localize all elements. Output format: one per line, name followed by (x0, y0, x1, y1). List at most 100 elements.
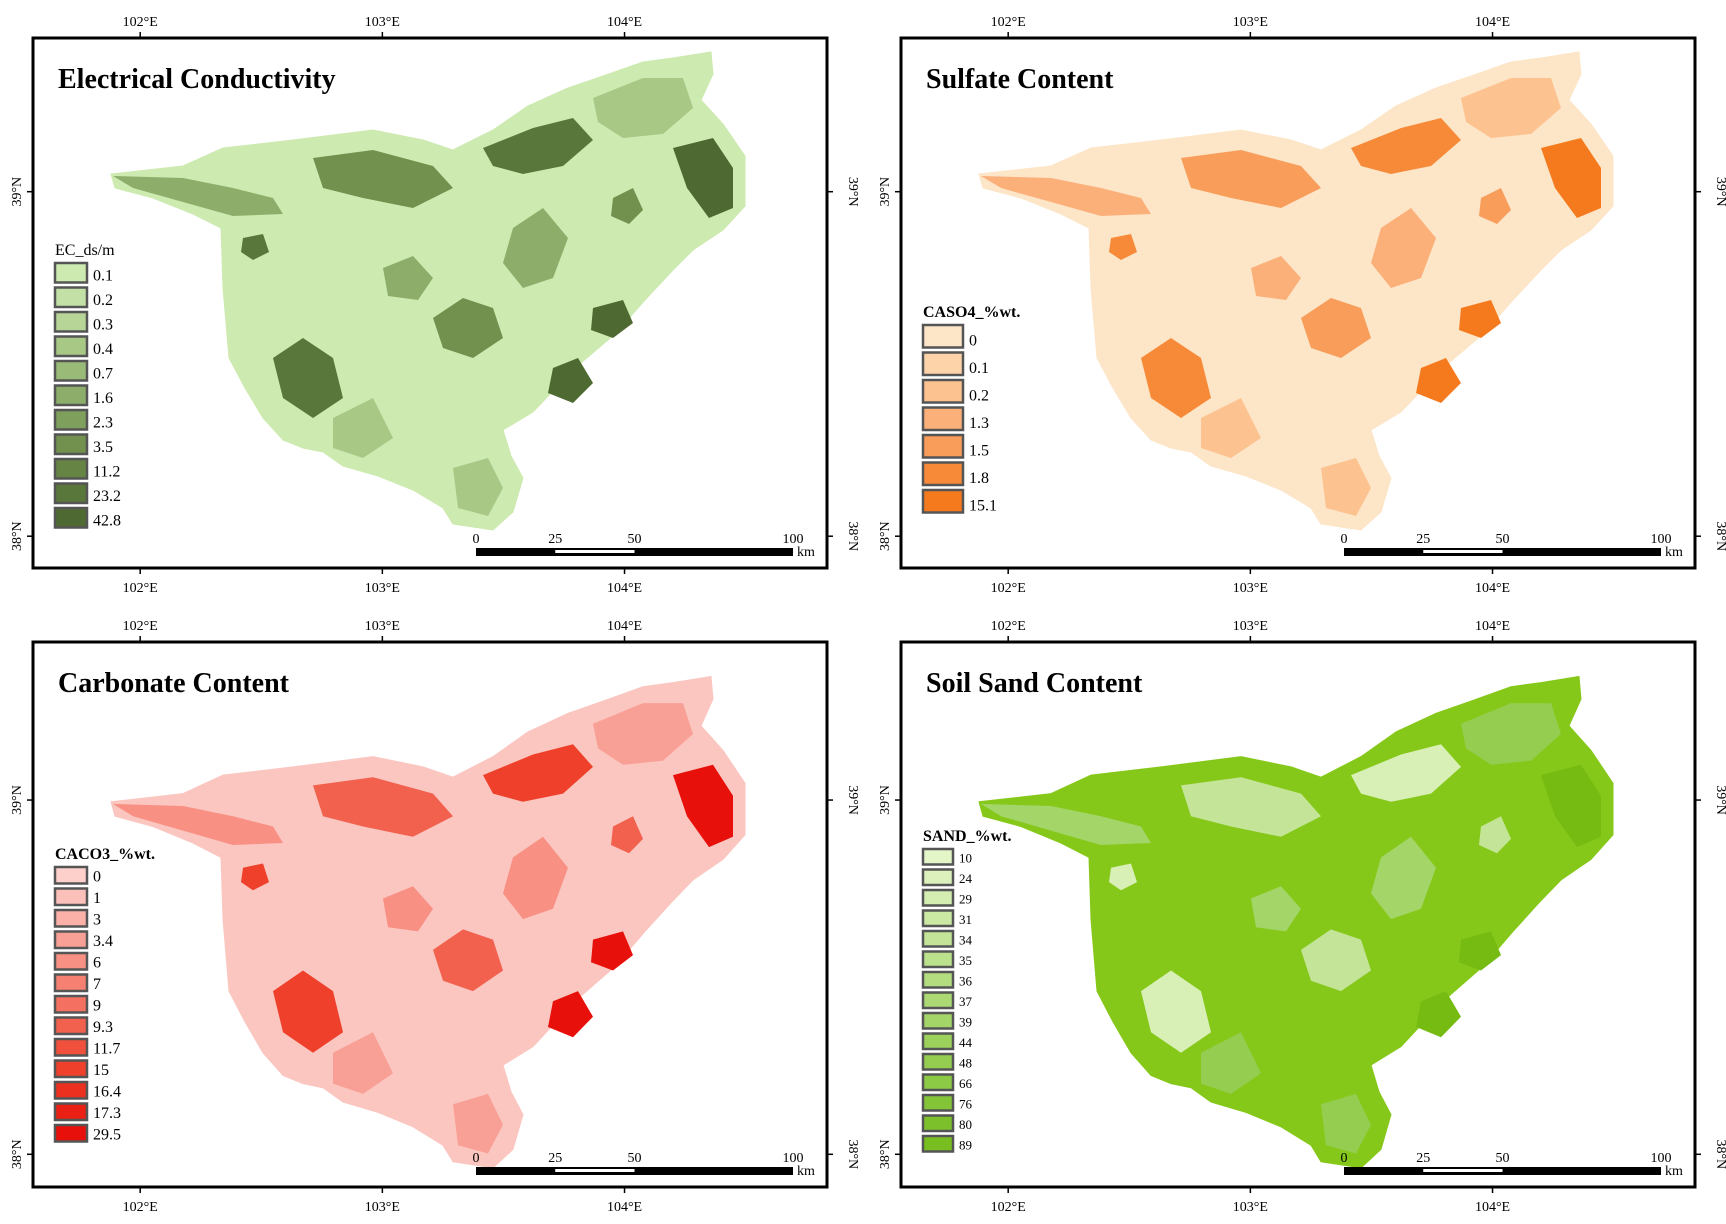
legend: CASO4_%wt. 0 0.1 0.2 1.3 1.5 1.8 15.1 (921, 304, 1020, 515)
class-patch (333, 1032, 393, 1094)
lon-tick-label-top: 103°E (1233, 619, 1268, 634)
map-panel-ec: Electrical Conductivity 102°E 102°E 103°E 10… (10, 15, 860, 596)
scale-bar-label: 0 (473, 1151, 480, 1166)
map-panel-carbonate: Carbonate Content 102°E 102°E 103°E 103°E 104… (10, 619, 860, 1215)
legend-swatch (921, 868, 955, 887)
lat-tick-label-left: 38°N (878, 1139, 893, 1169)
legend-label: 3.5 (93, 439, 113, 456)
legend-label: 24 (959, 871, 973, 886)
lat-tick-label-right: 38°N (845, 521, 860, 551)
legend-swatch (53, 457, 89, 480)
class-patch (241, 234, 269, 260)
scale-bar-label: 25 (1416, 532, 1430, 547)
class-patch (593, 78, 693, 138)
scale-bar-label: 25 (548, 532, 562, 547)
class-patch (241, 863, 269, 891)
panel-title: Electrical Conductivity (58, 64, 336, 95)
scale-bar-unit: km (1665, 1164, 1683, 1179)
lon-tick-label-bottom: 104°E (607, 1200, 642, 1215)
lon-tick-label-bottom: 104°E (607, 581, 642, 596)
legend-label: 76 (959, 1097, 973, 1112)
class-patch (433, 929, 503, 992)
legend-swatch (921, 1073, 955, 1092)
legend-swatch (53, 1037, 89, 1057)
map-panel-sulfate: Sulfate Content 102°E 102°E 103°E 103°E 104°E… (878, 15, 1726, 596)
class-patch (673, 764, 733, 848)
legend-label: 0 (93, 869, 101, 886)
legend-swatch (921, 1052, 955, 1071)
legend-swatch (921, 378, 965, 404)
legend-swatch (53, 335, 89, 358)
lon-tick-label-top: 104°E (607, 15, 642, 30)
class-patch (1459, 300, 1501, 338)
panel-title: Soil Sand Content (926, 668, 1143, 699)
class-patch (483, 118, 593, 174)
legend-swatch (921, 1114, 955, 1133)
scale-bar-label: 50 (1496, 532, 1510, 547)
class-patch (1181, 777, 1321, 837)
legend-label: 0.4 (93, 341, 113, 358)
class-patch (1321, 1093, 1371, 1154)
legend-label: 29.5 (93, 1127, 121, 1144)
legend-swatch (53, 1016, 89, 1036)
scale-bar-segment (555, 550, 635, 553)
scale-bar-segment (1423, 1169, 1503, 1172)
study-area-region (110, 51, 746, 531)
legend-swatch (921, 1093, 955, 1112)
legend-label: 1.8 (969, 470, 989, 487)
legend-label: 1.3 (969, 415, 989, 432)
legend-swatch (921, 847, 955, 866)
scale-bar-label: 25 (1416, 1151, 1430, 1166)
class-patch (1461, 78, 1561, 138)
scale-bar-label: 100 (1651, 1151, 1672, 1166)
legend-label: 0.1 (93, 268, 113, 285)
class-patch (273, 338, 343, 418)
legend-label: 35 (959, 953, 972, 968)
class-patch (548, 358, 593, 403)
lat-tick-label-left: 39°N (10, 177, 25, 207)
class-patch (483, 744, 593, 802)
legend-swatch (921, 909, 955, 928)
legend-swatch (53, 865, 89, 885)
class-patch (453, 458, 503, 516)
class-patch (383, 256, 433, 300)
legend-swatch (53, 887, 89, 907)
lon-tick-label-top: 104°E (1475, 15, 1510, 30)
legend-swatch (921, 888, 955, 907)
lon-tick-label-top: 102°E (123, 15, 158, 30)
scale-bar-unit: km (797, 1164, 815, 1179)
legend-label: 3 (93, 912, 101, 929)
panel-title: Sulfate Content (926, 64, 1114, 95)
legend-swatch (53, 1059, 89, 1079)
class-patch (433, 298, 503, 358)
lon-tick-label-bottom: 102°E (991, 581, 1026, 596)
class-patch (1416, 358, 1461, 403)
legend: SAND_%wt. 10 24 29 31 34 35 36 37 39 44 48 66 76 80 89 (921, 828, 1011, 1153)
lat-tick-label-right: 38°N (1713, 521, 1726, 551)
legend-swatch (921, 1134, 955, 1153)
legend-swatch (921, 950, 955, 969)
lon-tick-label-bottom: 103°E (1233, 581, 1268, 596)
class-patch (333, 398, 393, 458)
legend-swatch (53, 1080, 89, 1100)
class-patch (1301, 298, 1371, 358)
legend-swatch (53, 310, 89, 333)
lat-tick-label-left: 39°N (10, 785, 25, 815)
legend-label: 1 (93, 890, 101, 907)
lon-tick-label-bottom: 103°E (365, 581, 400, 596)
lat-tick-label-left: 38°N (10, 521, 25, 551)
legend-label: 0.1 (969, 360, 989, 377)
legend-label: 9 (93, 998, 101, 1015)
class-patch (1351, 744, 1461, 802)
legend-swatch (53, 359, 89, 382)
legend-swatch (53, 482, 89, 505)
scale-bar-label: 0 (1341, 532, 1348, 547)
study-area-region (978, 51, 1614, 531)
legend-swatch (921, 970, 955, 989)
panel-title: Carbonate Content (58, 668, 290, 699)
class-patch (981, 176, 1151, 216)
